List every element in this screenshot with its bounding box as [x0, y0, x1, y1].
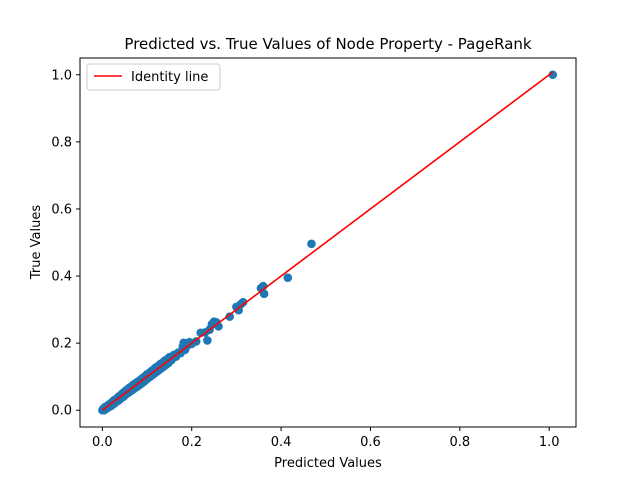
plot-frame: [79, 57, 577, 428]
data-point: [238, 297, 248, 307]
data-point: [225, 312, 234, 321]
x-axis-title: Predicted Values: [274, 456, 382, 471]
y-tick-label: 0.6: [51, 202, 72, 217]
data-point: [307, 239, 316, 249]
x-tick-label: 0.4: [271, 435, 292, 450]
data-point: [203, 336, 212, 345]
data-point: [191, 337, 201, 346]
y-tick-label: 0.0: [51, 404, 72, 419]
y-tick-label: 0.2: [51, 337, 72, 352]
y-axis-title: True Values: [29, 205, 44, 280]
data-point: [283, 273, 293, 283]
y-tick-label: 0.4: [51, 270, 72, 285]
y-axis: 0.0 0.2 0.4 0.6 0.8 1.0: [51, 68, 80, 419]
legend-box: [86, 63, 221, 91]
x-tick-label: 0.2: [181, 435, 202, 450]
chart-title: Predicted vs. True Values of Node Proper…: [124, 35, 531, 53]
data-point: [548, 70, 558, 80]
y-tick-label: 1.0: [51, 68, 72, 83]
x-axis: 0.0 0.2 0.4 0.6 0.8 1.0: [92, 427, 560, 450]
x-tick-label: 0.8: [449, 435, 470, 450]
x-tick-label: 1.0: [539, 435, 560, 450]
legend-label: Identity line: [131, 70, 208, 85]
identity-line: [101, 71, 554, 411]
x-tick-label: 0.0: [92, 435, 113, 450]
data-point: [259, 289, 269, 299]
y-tick-label: 0.8: [51, 135, 72, 150]
identity-line-layer: [101, 71, 554, 411]
x-tick-label: 0.6: [360, 435, 381, 450]
legend: Identity line: [86, 63, 221, 91]
